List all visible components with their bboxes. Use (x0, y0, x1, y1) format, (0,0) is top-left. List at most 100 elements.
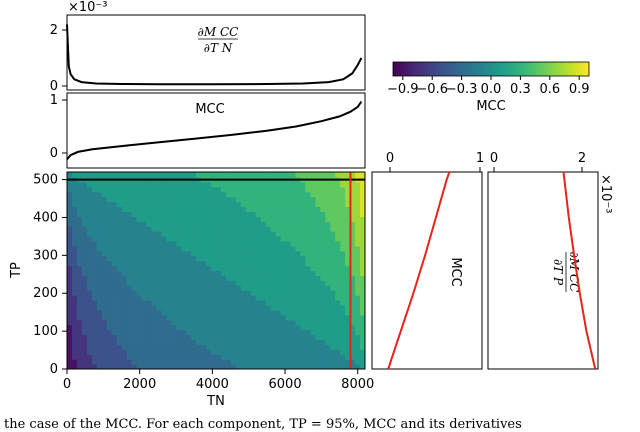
heatmap-cell (81, 201, 88, 208)
heatmap-cell (345, 275, 351, 281)
heatmap-cell (220, 300, 227, 306)
heatmap-cell (171, 255, 177, 262)
heatmap-cell (310, 304, 316, 311)
heatmap-cell (67, 226, 73, 232)
heatmap-cell (250, 201, 257, 208)
heatmap-cell (116, 236, 123, 242)
heatmap-cell (171, 329, 177, 336)
heatmap-cell (191, 221, 197, 227)
heatmap-cell (300, 339, 306, 345)
heatmap-cell (111, 354, 118, 360)
heatmap-cell (275, 334, 282, 341)
heatmap-cell (315, 359, 321, 365)
heatmap-cell (355, 216, 361, 222)
heatmap-cell (106, 260, 113, 267)
heatmap-cell (181, 300, 187, 306)
heatmap-cell (206, 314, 212, 321)
heatmap-cell (191, 231, 197, 237)
heatmap-cell (350, 226, 356, 232)
heatmap-cell (325, 221, 331, 227)
heatmap-cell (265, 206, 272, 212)
heatmap-cell (280, 191, 287, 198)
colorbar-gradient (392, 61, 590, 77)
heatmap-cell (136, 245, 143, 252)
heatmap-cell (330, 329, 336, 336)
heatmap-cell (220, 275, 227, 281)
heatmap-cell (216, 265, 222, 272)
colorbar-tick-label: −0.9 (387, 82, 419, 97)
heatmap-cell (240, 300, 247, 306)
heatmap-cell (260, 324, 267, 331)
panel-mcc-tp-tick-label: 1 (476, 151, 484, 166)
heatmap-cell (220, 364, 227, 369)
heatmap-cell (350, 280, 356, 286)
heatmap-cell (171, 231, 177, 237)
heatmap-cell (86, 319, 93, 326)
heatmap-cell (67, 319, 73, 326)
heatmap-cell (270, 324, 277, 331)
heatmap-cell (285, 304, 292, 311)
heatmap-cell (121, 206, 128, 212)
heatmap-cell (325, 349, 331, 355)
heatmap-cell (325, 265, 331, 272)
heatmap-cell (201, 255, 207, 262)
heatmap-cell (141, 275, 148, 281)
heatmap-cell (141, 319, 148, 326)
heatmap-cell (171, 364, 177, 369)
heatmap-cell (81, 329, 88, 336)
heatmap-cell (290, 245, 297, 252)
heatmap-cell (260, 300, 267, 306)
heatmap-cell (310, 240, 316, 247)
heatmap-cell (240, 255, 247, 262)
heatmap-cell (335, 260, 341, 267)
heatmap-cell (290, 359, 297, 365)
heatmap-cell (305, 295, 311, 301)
heatmap-cell (186, 295, 192, 301)
heatmap-cell (285, 364, 292, 369)
heatmap-cell (310, 290, 316, 296)
heatmap-cell (230, 226, 237, 232)
heatmap-cell (191, 255, 197, 262)
heatmap-cell (245, 211, 252, 217)
heatmap-cell (275, 359, 282, 365)
heatmap-cell (136, 211, 143, 217)
colorbar-tick-label: 0.0 (481, 82, 502, 97)
heatmap-cell (305, 344, 311, 350)
heatmap-cell (280, 324, 287, 331)
heatmap-cell (320, 324, 326, 331)
heatmap-cell (330, 364, 336, 369)
heatmap-cell (96, 236, 103, 242)
heatmap-cell (340, 339, 346, 345)
heatmap-cell (310, 270, 316, 277)
heatmap-cell (240, 245, 247, 252)
heatmap-cell (260, 172, 267, 178)
heatmap-cell (67, 334, 73, 341)
heatmap-cell (335, 240, 341, 247)
heatmap-cell (176, 240, 182, 247)
heatmap-cell (235, 314, 242, 321)
heatmap-cell (230, 216, 237, 222)
heatmap-cell (285, 349, 292, 355)
heatmap-cell (260, 354, 267, 360)
heatmap-cell (81, 314, 88, 321)
heatmap-cell (191, 339, 197, 345)
heatmap-cell (91, 309, 98, 316)
heatmap-cell (76, 349, 83, 355)
heatmap-cell (146, 260, 153, 267)
heatmap-cell (305, 319, 311, 326)
heatmap-cell (325, 191, 331, 198)
heatmap-cell (196, 304, 202, 311)
heatmap-cell (67, 364, 73, 369)
heatmap-cell (91, 334, 98, 341)
heatmap-cell (240, 324, 247, 331)
heatmap-cell (325, 339, 331, 345)
heatmap-cell (76, 191, 83, 198)
heatmap-cell (240, 309, 247, 316)
heatmap-cell (335, 344, 341, 350)
heatmap-cell (220, 206, 227, 212)
heatmap-cell (320, 255, 326, 262)
heatmap-cell (106, 255, 113, 262)
heatmap-cell (240, 270, 247, 277)
heatmap-cell (235, 270, 242, 277)
heatmap-cell (295, 354, 302, 360)
